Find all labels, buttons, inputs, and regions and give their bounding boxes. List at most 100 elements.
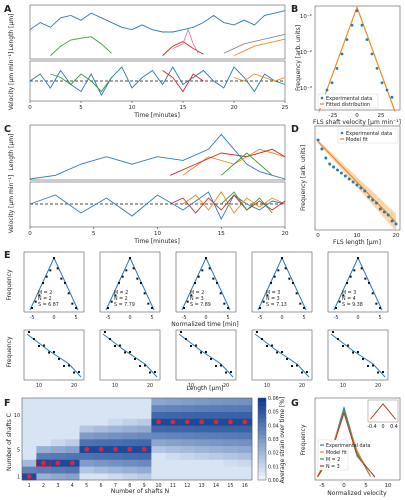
panel-e-bottom-point <box>337 338 339 340</box>
panel-f-cell <box>50 466 66 474</box>
panel-f-cell <box>165 432 181 440</box>
panel-f-cell <box>108 439 123 447</box>
panel-e-top-point <box>364 277 367 280</box>
panel-f-cell <box>194 432 210 440</box>
panel-f-cell <box>79 439 95 447</box>
panel-e-top-point <box>132 267 135 270</box>
panel-f-cell <box>108 459 123 467</box>
panel-e-stat-s: S = 7.79 <box>114 302 135 308</box>
panel-f-cell <box>165 411 181 419</box>
panel-e-bottom-point <box>261 338 263 340</box>
panel-e-bottom-point <box>342 345 344 347</box>
panel-d-point <box>355 183 359 187</box>
panel-d-point <box>371 198 375 202</box>
panel-a-xtick-label: 0 <box>28 105 32 111</box>
panel-f-cell <box>79 459 95 467</box>
panel-f-cell <box>237 466 253 474</box>
panel-f-cell <box>79 425 95 433</box>
panel-f-cell <box>151 473 167 481</box>
panel-d-point <box>394 222 398 226</box>
panel-f-xtick: 15 <box>227 483 233 489</box>
panel-e-top-point <box>49 269 52 272</box>
panel-g-xtick-1: -5 <box>319 483 325 489</box>
panel-f-colorbar-tick: 0.05 <box>268 410 279 416</box>
panel-f-cell <box>208 439 224 447</box>
panel-e-top-axes <box>23 251 85 313</box>
panel-f-cell <box>36 439 52 447</box>
panel-f-cell <box>50 439 66 447</box>
panel-f-colorbar-segment <box>258 398 266 403</box>
panel-e-xtick-top: 5 <box>302 315 305 321</box>
panel-b-point <box>335 67 339 70</box>
panel-e-top-point <box>212 277 215 280</box>
panel-a-bottom-line-red <box>162 70 204 93</box>
panel-e-bottom-point <box>372 364 374 367</box>
panel-f-cell <box>79 398 95 406</box>
panel-a-xtick-label: 15 <box>180 105 187 111</box>
panel-b-point <box>325 88 329 92</box>
panel-f-cell <box>165 466 181 474</box>
panel-e-bottom-fit <box>102 333 158 378</box>
panel-f-cell <box>223 432 238 440</box>
panel-b-series <box>318 5 396 112</box>
panel-e-top-axes <box>175 251 237 313</box>
panel-d-point <box>375 201 378 205</box>
panel-e-xtick-top: 5 <box>226 315 229 321</box>
panel-e-xtick-bottom: 20 <box>299 383 305 389</box>
panel-e-top-point <box>288 277 291 280</box>
panel-f-cell <box>151 452 167 460</box>
panel-f-colorbar-segment <box>258 471 266 477</box>
panel-e-ylabel-bottom: Frequency <box>6 336 13 367</box>
panel-a-xtick-label: 20 <box>231 105 238 111</box>
panel-e-top-point <box>295 292 298 295</box>
panel-e-stat-m: M = 2 <box>114 290 128 296</box>
panel-e-ylabel-top: Frequency <box>6 269 13 300</box>
panel-label-e: E <box>4 250 11 261</box>
panel-f-xlabel: Number of shafts N <box>111 488 169 495</box>
panel-f-optimum-marker <box>69 460 75 466</box>
panel-f-cell <box>93 432 109 440</box>
panel-d-point <box>316 138 320 142</box>
panel-e-top-point <box>56 267 59 270</box>
panel-f-cell <box>79 452 95 460</box>
panel-f-cell <box>151 411 167 419</box>
panel-e-top-point <box>64 282 66 284</box>
panel-b-xlabel: FLS shaft velocity [μm min⁻¹] <box>313 119 401 126</box>
panel-e-bottom-point <box>58 358 60 360</box>
panel-c-bottom-line-orange <box>182 191 286 214</box>
panel-e-stat-n: N = 4 <box>342 296 356 302</box>
panel-e-xtick-top: -5 <box>182 315 187 321</box>
panel-f-cell <box>79 466 95 474</box>
panel-f-cell <box>93 404 109 412</box>
panel-d-point <box>347 177 351 181</box>
panel-d: D 0 10 20 FLS length [μm] Frequency [arb… <box>291 124 401 246</box>
panel-b-ylabel: Frequency [arb. units] <box>295 25 302 91</box>
panel-f-cell <box>36 404 52 412</box>
panel-f-colorbar-label: Average strain over time [%] <box>279 397 286 484</box>
panel-b-point <box>345 38 349 41</box>
panel-e-top-point <box>205 257 207 259</box>
panel-c-xtick-label: 15 <box>218 231 225 237</box>
panel-d-series <box>316 138 398 232</box>
panel-f-colorbar-segment <box>258 426 266 432</box>
panel-f-cell <box>194 404 210 412</box>
panel-f-cell <box>50 404 66 412</box>
panel-f-colorbar-segment <box>258 414 266 419</box>
panel-e-xlabel-bottom: Length [μm] <box>187 385 224 392</box>
panel-e-top-point <box>357 257 359 259</box>
panel-c-series <box>29 133 286 221</box>
panel-f-cell <box>208 473 224 481</box>
panel-e-top-point <box>118 282 120 284</box>
panel-f-cell <box>208 466 224 474</box>
panel-f-xtick: 5 <box>85 483 88 489</box>
panel-f-cell <box>108 425 123 433</box>
panel-f-cell <box>137 452 152 460</box>
panel-f-cell <box>151 432 167 440</box>
panel-f-cell <box>65 452 80 460</box>
panel-e-top-point <box>216 282 218 284</box>
panel-f-cell <box>108 418 123 426</box>
panel-f-cell <box>65 398 80 406</box>
panel-f-cell <box>36 411 52 419</box>
panel-f-colorbar-segment <box>258 447 266 452</box>
panel-f-cell <box>237 445 253 453</box>
